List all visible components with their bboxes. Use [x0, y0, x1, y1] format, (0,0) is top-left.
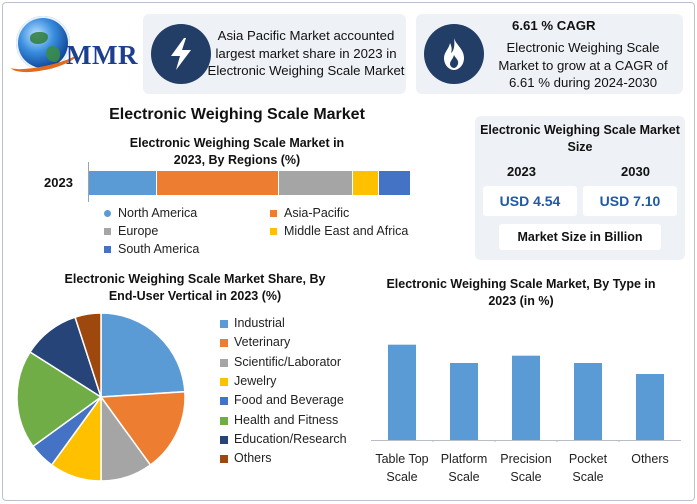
region-callout: Asia Pacific Market accounted largest ma… — [143, 14, 406, 94]
legend-label: Middle East and Africa — [284, 224, 409, 238]
type-tick-label: Precision Scale — [500, 452, 552, 484]
legend-label: Asia-Pacific — [284, 206, 350, 220]
legend-label: Education/Research — [234, 431, 347, 446]
legend-swatch — [220, 455, 228, 464]
legend-label: Industrial — [234, 316, 285, 330]
region-chart-title: Electronic Weighing Scale Market in 2023… — [129, 136, 345, 167]
type-tick-label: Pocket Scale — [568, 452, 608, 484]
legend-label: Health and Fitness — [234, 412, 339, 427]
region-bar-segment — [89, 171, 157, 195]
legend-label: North America — [118, 206, 198, 220]
type-bar — [450, 363, 478, 440]
end-user-pie-chart — [16, 312, 186, 482]
end-user-chart-title: Electronic Weighing Scale Market Share, … — [64, 272, 326, 303]
globe-icon — [16, 16, 70, 70]
region-bar-category: 2023 — [44, 175, 73, 190]
pie-slice — [99, 390, 186, 467]
type-bar — [388, 344, 416, 440]
type-bar — [512, 355, 540, 440]
region-bar-segment — [278, 171, 354, 195]
market-size-title: Electronic Weighing Scale Market Size — [480, 123, 680, 154]
mmr-logo: MMR — [8, 12, 138, 77]
legend-swatch — [220, 435, 228, 444]
legend-label: Scientific/Laborator — [234, 354, 342, 369]
type-tick-label: Table Top Scale — [375, 452, 429, 484]
legend-swatch — [220, 358, 228, 367]
type-chart-title: Electronic Weighing Scale Market, By Typ… — [386, 277, 656, 308]
legend-label: Food and Beverage — [234, 393, 344, 408]
market-size-year-2023: 2023 — [507, 164, 536, 179]
market-size-value-2023: USD 4.54 — [483, 186, 577, 216]
legend-swatch — [220, 416, 228, 425]
legend-label: Veterinary — [234, 335, 291, 350]
page-title: Electronic Weighing Scale Market — [109, 106, 365, 123]
cagr-callout-text: Electronic Weighing Scale Market to grow… — [498, 40, 668, 90]
region-stacked-bar — [89, 171, 411, 195]
pie-slice — [16, 350, 103, 448]
type-bar-chart — [371, 344, 681, 442]
region-bar-segment — [156, 171, 279, 195]
region-bar-segment — [353, 171, 379, 195]
end-user-legend: Industrial Veterinary Scientific/Laborator… — [220, 316, 350, 476]
legend-swatch — [220, 397, 228, 406]
cagr-title: 6.61 % CAGR — [512, 18, 596, 33]
flame-icon — [424, 24, 484, 84]
lightning-icon — [151, 24, 211, 84]
legend-label: Jewelry — [234, 373, 277, 388]
legend-swatch — [220, 320, 228, 328]
market-size-value-2030: USD 7.10 — [583, 186, 677, 216]
legend-swatch — [104, 228, 111, 235]
region-bar-axis — [88, 162, 89, 202]
legend-swatch — [220, 339, 228, 348]
legend-swatch — [270, 228, 277, 235]
region-bar-segment — [378, 171, 411, 195]
type-tick-label: Platform Scale — [440, 452, 488, 484]
legend-swatch — [104, 210, 111, 217]
legend-label: Europe — [118, 224, 159, 238]
market-size-year-2030: 2030 — [621, 164, 650, 179]
legend-label: South America — [118, 242, 200, 256]
pie-slice — [74, 312, 102, 398]
region-callout-text: Asia Pacific Market accounted largest ma… — [207, 28, 405, 78]
cagr-callout: 6.61 % CAGR Electronic Weighing Scale Ma… — [416, 14, 683, 94]
legend-swatch — [104, 246, 111, 253]
legend-label: Others — [234, 451, 272, 466]
legend-swatch — [220, 377, 228, 386]
market-size-note: Market Size in Billion — [499, 224, 661, 250]
type-bar — [636, 374, 664, 440]
legend-swatch — [270, 210, 277, 217]
pie-slice — [100, 312, 186, 398]
logo-text: MMR — [66, 40, 138, 70]
type-tick-label: Others — [631, 452, 669, 466]
type-bar — [574, 363, 602, 440]
market-size-card: Electronic Weighing Scale Market Size 20… — [475, 116, 685, 260]
